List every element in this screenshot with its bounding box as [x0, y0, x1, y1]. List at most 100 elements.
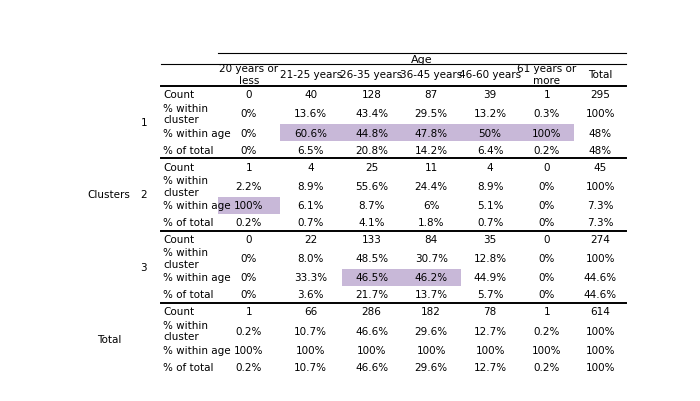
- Text: 84: 84: [425, 235, 438, 244]
- Text: 100%: 100%: [585, 326, 615, 336]
- Text: 21.7%: 21.7%: [355, 290, 388, 300]
- Text: 1.8%: 1.8%: [418, 217, 444, 227]
- Text: 0: 0: [246, 90, 252, 100]
- Text: 12.7%: 12.7%: [473, 326, 507, 336]
- Text: 78: 78: [484, 307, 497, 316]
- Text: 29.6%: 29.6%: [414, 326, 448, 336]
- Text: 14.2%: 14.2%: [414, 145, 448, 155]
- Text: 55.6%: 55.6%: [355, 181, 388, 191]
- Text: 0%: 0%: [241, 109, 257, 119]
- Text: 0%: 0%: [538, 290, 555, 300]
- Text: 2.2%: 2.2%: [235, 181, 262, 191]
- Text: 100%: 100%: [532, 128, 561, 138]
- Text: 13.7%: 13.7%: [414, 290, 448, 300]
- Text: 0.3%: 0.3%: [533, 109, 560, 119]
- Text: 0%: 0%: [241, 290, 257, 300]
- Text: 45: 45: [594, 162, 607, 172]
- Text: 29.5%: 29.5%: [414, 109, 448, 119]
- Text: 0: 0: [246, 235, 252, 244]
- Text: 8.9%: 8.9%: [477, 181, 503, 191]
- Text: 61 years or
more: 61 years or more: [517, 64, 576, 86]
- Text: % within
cluster: % within cluster: [163, 176, 209, 197]
- Text: 2: 2: [141, 190, 147, 200]
- Text: 20 years or
less: 20 years or less: [219, 64, 279, 86]
- Text: 12.8%: 12.8%: [473, 253, 507, 263]
- Bar: [401, 269, 461, 286]
- Bar: [280, 125, 342, 142]
- Text: % of total: % of total: [163, 217, 214, 227]
- Text: 100%: 100%: [296, 345, 326, 355]
- Text: 4.1%: 4.1%: [358, 217, 385, 227]
- Text: 100%: 100%: [585, 345, 615, 355]
- Text: 3.6%: 3.6%: [298, 290, 324, 300]
- Text: 0.2%: 0.2%: [235, 217, 262, 227]
- Text: 0.2%: 0.2%: [235, 326, 262, 336]
- Text: 11: 11: [425, 162, 438, 172]
- Text: 0%: 0%: [538, 181, 555, 191]
- Text: 35: 35: [484, 235, 497, 244]
- Text: 6.1%: 6.1%: [298, 200, 324, 211]
- Text: Total: Total: [97, 334, 121, 344]
- Text: 0.2%: 0.2%: [533, 326, 560, 336]
- Text: 12.7%: 12.7%: [473, 362, 507, 372]
- Text: Count: Count: [163, 90, 195, 100]
- Text: 46.5%: 46.5%: [355, 273, 388, 283]
- Text: 0%: 0%: [538, 217, 555, 227]
- Text: 48%: 48%: [589, 128, 612, 138]
- Text: 1: 1: [246, 162, 252, 172]
- Text: 30.7%: 30.7%: [414, 253, 448, 263]
- Text: 8.0%: 8.0%: [298, 253, 324, 263]
- Text: 43.4%: 43.4%: [355, 109, 388, 119]
- Text: 100%: 100%: [234, 345, 263, 355]
- Text: 39: 39: [484, 90, 497, 100]
- Text: 44.8%: 44.8%: [355, 128, 388, 138]
- Text: 26-35 years: 26-35 years: [340, 70, 402, 80]
- Text: 7.3%: 7.3%: [587, 200, 613, 211]
- Text: 48.5%: 48.5%: [355, 253, 388, 263]
- Text: 100%: 100%: [234, 200, 263, 211]
- Text: 100%: 100%: [475, 345, 505, 355]
- Bar: [519, 125, 574, 142]
- Text: 48%: 48%: [589, 145, 612, 155]
- Text: % of total: % of total: [163, 362, 214, 372]
- Text: 46.2%: 46.2%: [414, 273, 448, 283]
- Text: 0.2%: 0.2%: [533, 362, 560, 372]
- Text: 21-25 years: 21-25 years: [279, 70, 342, 80]
- Text: 100%: 100%: [585, 109, 615, 119]
- Text: 29.6%: 29.6%: [414, 362, 448, 372]
- Text: 133: 133: [362, 235, 382, 244]
- Text: 0%: 0%: [241, 145, 257, 155]
- Text: 0%: 0%: [538, 200, 555, 211]
- Text: 100%: 100%: [585, 253, 615, 263]
- Text: 50%: 50%: [479, 128, 502, 138]
- Text: % within age: % within age: [163, 200, 231, 211]
- Text: 614: 614: [590, 307, 610, 316]
- Text: % within
cluster: % within cluster: [163, 103, 209, 125]
- Text: 66: 66: [304, 307, 317, 316]
- Text: % within age: % within age: [163, 345, 231, 355]
- Text: 0.2%: 0.2%: [235, 362, 262, 372]
- Text: 295: 295: [590, 90, 610, 100]
- Text: 100%: 100%: [585, 181, 615, 191]
- Bar: [342, 269, 401, 286]
- Bar: [342, 125, 401, 142]
- Text: 44.9%: 44.9%: [473, 273, 507, 283]
- Text: Count: Count: [163, 307, 195, 316]
- Text: 6%: 6%: [423, 200, 440, 211]
- Text: Count: Count: [163, 162, 195, 172]
- Text: 22: 22: [304, 235, 317, 244]
- Bar: [461, 125, 519, 142]
- Text: 46-60 years: 46-60 years: [459, 70, 522, 80]
- Text: % within
cluster: % within cluster: [163, 248, 209, 269]
- Text: 274: 274: [590, 235, 610, 244]
- Bar: [218, 197, 280, 214]
- Text: 0.7%: 0.7%: [477, 217, 503, 227]
- Text: 182: 182: [421, 307, 441, 316]
- Text: 33.3%: 33.3%: [294, 273, 328, 283]
- Bar: [401, 125, 461, 142]
- Text: 0: 0: [543, 162, 550, 172]
- Text: 1: 1: [246, 307, 252, 316]
- Text: % within
cluster: % within cluster: [163, 320, 209, 342]
- Text: 5.1%: 5.1%: [477, 200, 503, 211]
- Text: % of total: % of total: [163, 290, 214, 300]
